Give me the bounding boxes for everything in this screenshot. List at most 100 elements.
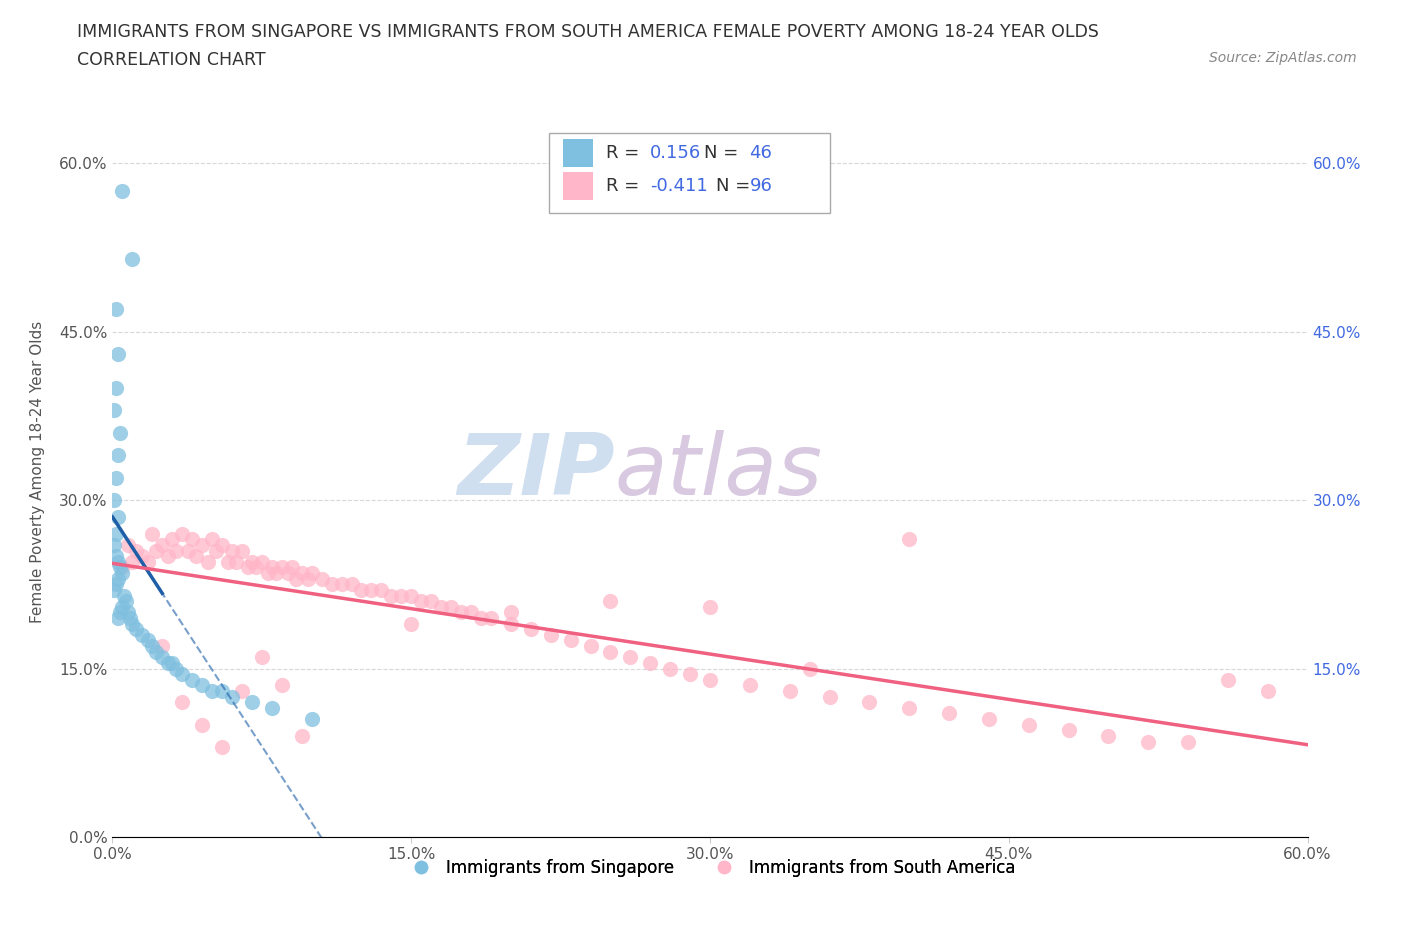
Point [105, 471, 128, 485]
Point [221, 543, 243, 558]
Point [301, 711, 323, 726]
Point [107, 510, 129, 525]
Point [340, 577, 363, 591]
Point [699, 599, 721, 614]
FancyBboxPatch shape [562, 140, 593, 166]
Point [121, 554, 143, 569]
FancyBboxPatch shape [548, 132, 830, 213]
Point [1097, 728, 1119, 743]
Point [401, 588, 423, 603]
Point [311, 571, 333, 586]
Text: R =: R = [606, 144, 645, 162]
Point [260, 700, 283, 715]
Point [818, 689, 841, 704]
Point [479, 611, 502, 626]
Point [1216, 672, 1239, 687]
Point [291, 728, 314, 743]
Point [460, 604, 482, 619]
Point [105, 301, 128, 316]
Point [105, 526, 128, 541]
Point [150, 639, 173, 654]
Point [141, 639, 163, 654]
Point [181, 672, 204, 687]
Point [1057, 723, 1080, 737]
Point [145, 644, 167, 659]
Point [105, 380, 128, 395]
Text: -0.411: -0.411 [651, 177, 709, 194]
Point [260, 560, 283, 575]
Point [520, 622, 543, 637]
Point [162, 656, 183, 671]
Point [579, 639, 602, 654]
Point [297, 571, 319, 586]
Point [141, 526, 163, 541]
Point [115, 593, 138, 608]
Point [679, 667, 702, 682]
Point [121, 251, 143, 266]
Point [389, 588, 412, 603]
Point [111, 184, 134, 199]
Point [107, 554, 129, 569]
Text: N =: N = [716, 177, 756, 194]
Point [411, 593, 433, 608]
Point [103, 582, 125, 597]
Text: N =: N = [704, 144, 744, 162]
Point [107, 447, 129, 462]
Point [121, 617, 143, 631]
Point [245, 560, 267, 575]
Text: 96: 96 [749, 177, 772, 194]
Point [231, 543, 253, 558]
Point [264, 565, 287, 580]
Point [499, 617, 522, 631]
Point [110, 604, 132, 619]
Point [114, 588, 135, 603]
Point [111, 599, 134, 614]
Point [145, 543, 167, 558]
Point [257, 565, 280, 580]
Point [619, 650, 641, 665]
Point [138, 554, 160, 569]
Point [380, 588, 402, 603]
Point [211, 538, 233, 552]
Point [225, 554, 247, 569]
Point [236, 560, 259, 575]
Point [277, 565, 299, 580]
Point [107, 611, 129, 626]
Text: R =: R = [606, 177, 645, 194]
Point [172, 695, 194, 710]
Point [131, 549, 153, 564]
Point [1257, 684, 1279, 698]
Point [110, 560, 132, 575]
Point [360, 582, 382, 597]
Point [157, 656, 180, 671]
Point [105, 577, 128, 591]
Point [138, 633, 160, 648]
Point [111, 560, 134, 575]
Point [321, 577, 343, 591]
Point [699, 672, 721, 687]
Point [157, 549, 180, 564]
Point [105, 549, 128, 564]
Text: CORRELATION CHART: CORRELATION CHART [77, 51, 266, 69]
Point [858, 695, 880, 710]
Point [181, 532, 204, 547]
Point [211, 739, 233, 754]
Y-axis label: Female Poverty Among 18-24 Year Olds: Female Poverty Among 18-24 Year Olds [31, 321, 45, 623]
Point [284, 571, 307, 586]
Point [420, 593, 443, 608]
Point [291, 565, 314, 580]
Point [191, 538, 214, 552]
Point [165, 661, 187, 676]
Point [191, 717, 214, 732]
Point [211, 684, 233, 698]
Point [107, 571, 129, 586]
Point [231, 684, 253, 698]
Text: Source: ZipAtlas.com: Source: ZipAtlas.com [1209, 51, 1357, 65]
Point [172, 526, 194, 541]
Point [599, 644, 621, 659]
Point [560, 633, 582, 648]
Point [938, 706, 960, 721]
Point [659, 661, 682, 676]
Point [117, 604, 139, 619]
Text: atlas: atlas [614, 431, 823, 513]
